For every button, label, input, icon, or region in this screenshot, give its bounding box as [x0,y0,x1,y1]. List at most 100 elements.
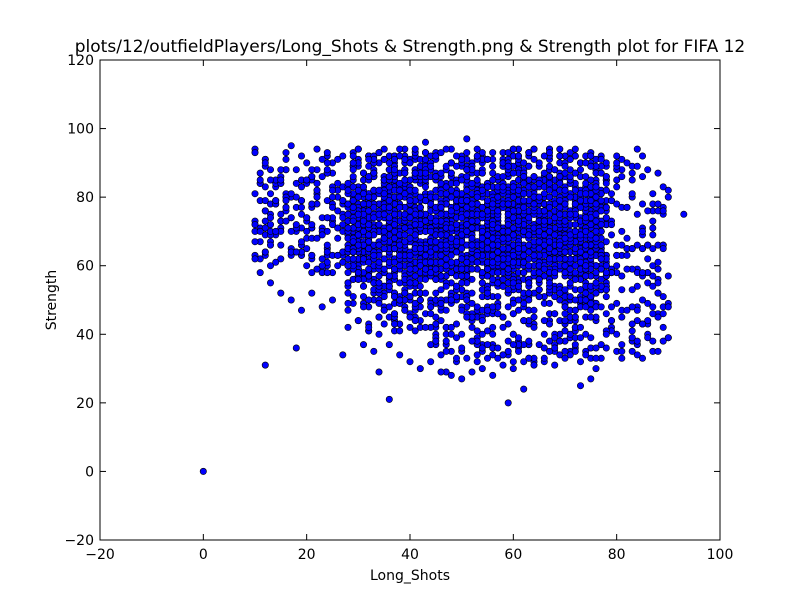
scatter-point [365,272,373,280]
scatter-point [509,207,517,215]
scatter-point [520,317,528,325]
scatter-point [587,293,595,301]
scatter-point [530,183,538,191]
scatter-point [633,241,641,249]
scatter-point [473,351,481,359]
scatter-point [582,330,590,338]
scatter-point [618,341,626,349]
scatter-point [251,190,259,198]
scatter-point [582,159,590,167]
scatter-point [287,296,295,304]
scatter-point [499,262,507,270]
scatter-point [266,262,274,270]
scatter-point [380,265,388,273]
scatter-point [628,347,636,355]
scatter-point [396,296,404,304]
scatter-point [649,262,657,270]
scatter-point [318,231,326,239]
scatter-point [463,197,471,205]
scatter-point [478,269,486,277]
scatter-point [602,269,610,277]
scatter-point [504,337,512,345]
scatter-point [499,173,507,181]
scatter-point [478,234,486,242]
scatter-point [571,245,579,253]
scatter-point [592,354,600,362]
scatter-point [334,155,342,163]
scatter-point [380,145,388,153]
scatter-point [478,186,486,194]
scatter-point [525,289,533,297]
scatter-point [266,241,274,249]
scatter-point [303,227,311,235]
scatter-point [535,227,543,235]
scatter-point [571,186,579,194]
scatter-point [427,310,435,318]
scatter-point [525,231,533,239]
x-axis-label: Long_Shots [370,568,450,584]
scatter-point [463,210,471,218]
scatter-point [437,179,445,187]
scatter-point [447,323,455,331]
scatter-point [535,269,543,277]
scatter-point [561,347,569,355]
scatter-point [545,245,553,253]
scatter-point [385,395,393,403]
scatter-point [530,361,538,369]
scatter-point [613,251,621,259]
y-tick-label: 20 [76,396,94,412]
scatter-point [452,162,460,170]
scatter-point [540,272,548,280]
scatter-point [432,238,440,246]
scatter-point [489,200,497,208]
scatter-point [390,155,398,163]
scatter-point [540,265,548,273]
scatter-point [292,344,300,352]
scatter-point [390,227,398,235]
scatter-point [473,303,481,311]
scatter-point [385,173,393,181]
scatter-point [628,286,636,294]
scatter-point [545,320,553,328]
scatter-point [406,279,414,287]
scatter-point [473,193,481,201]
scatter-point [504,210,512,218]
scatter-point [354,145,362,153]
scatter-point [432,320,440,328]
scatter-point [556,351,564,359]
scatter-point [556,210,564,218]
scatter-point [489,258,497,266]
scatter-point [649,190,657,198]
scatter-point [628,303,636,311]
scatter-point [323,159,331,167]
scatter-point [401,169,409,177]
scatter-point [354,193,362,201]
scatter-point [545,227,553,235]
scatter-point [318,173,326,181]
scatter-point [520,227,528,235]
scatter-point [483,354,491,362]
scatter-point [421,323,429,331]
scatter-point [318,262,326,270]
scatter-point [649,310,657,318]
scatter-point [421,169,429,177]
scatter-point [468,234,476,242]
scatter-point [597,241,605,249]
scatter-point [582,179,590,187]
scatter-point [323,197,331,205]
scatter-point [649,224,657,232]
scatter-point [561,286,569,294]
scatter-point [370,251,378,259]
scatter-point [613,330,621,338]
scatter-point [385,214,393,222]
scatter-point [664,186,672,194]
scatter-point [551,166,559,174]
scatter-point [406,323,414,331]
scatter-point [344,289,352,297]
scatter-point [633,145,641,153]
scatter-point [406,265,414,273]
scatter-point [318,155,326,163]
scatter-point [390,310,398,318]
scatter-point [452,152,460,160]
scatter-point [266,176,274,184]
